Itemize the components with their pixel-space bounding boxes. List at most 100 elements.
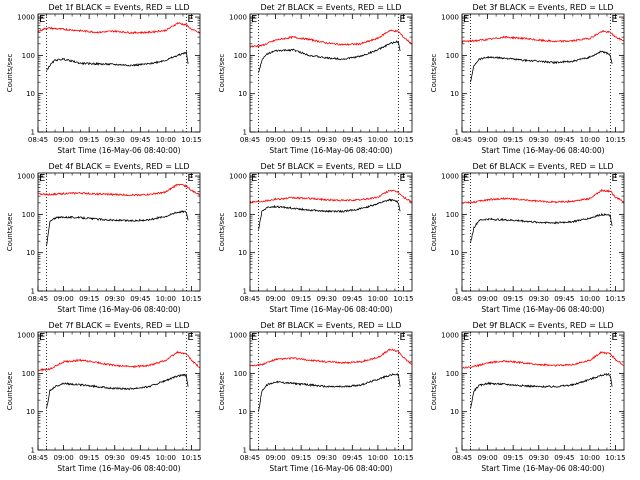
flag-label-left: E (251, 332, 257, 343)
y-tick-label: 10 (238, 249, 247, 257)
x-tick-label: 09:30 (105, 136, 125, 144)
y-tick-label: 100 (234, 370, 247, 378)
events-series-line (470, 212, 613, 243)
x-tick-label: 08:45 (452, 136, 472, 144)
x-tick-label: 10:00 (368, 136, 388, 144)
chart-det-5f: Det 5f BLACK = Events, RED = LLD Counts/s… (218, 162, 414, 314)
x-tick-label: 09:30 (529, 136, 549, 144)
y-tick-label: 10 (238, 90, 247, 98)
x-tick-label: 09:15 (291, 136, 311, 144)
x-tick-label: 09:00 (477, 454, 497, 462)
x-tick-label: 10:00 (580, 136, 600, 144)
chart-title: Det 7f BLACK = Events, RED = LLD (48, 321, 189, 330)
y-tick-label: 1000 (229, 14, 247, 22)
x-tick-label: 10:00 (368, 295, 388, 303)
chart-det-8f: Det 8f BLACK = Events, RED = LLD Counts/s… (218, 321, 414, 473)
x-tick-label: 10:00 (156, 454, 176, 462)
y-tick-label: 10 (26, 90, 35, 98)
lld-series-line (38, 21, 200, 35)
y-tick-label: 100 (22, 211, 35, 219)
plot-frame (249, 331, 413, 451)
y-tick-label: 100 (446, 52, 459, 60)
x-tick-label: 10:15 (393, 136, 413, 144)
x-tick-label: 09:30 (317, 454, 337, 462)
chart-det-1f: Det 1f BLACK = Events, RED = LLD Counts/s… (6, 3, 202, 155)
x-tick-label: 09:15 (503, 295, 523, 303)
y-tick-label: 1 (243, 129, 247, 137)
x-tick-label: 10:15 (181, 454, 201, 462)
x-tick-label: 08:45 (240, 454, 260, 462)
plot-frame (37, 331, 201, 451)
chart-title: Det 6f BLACK = Events, RED = LLD (472, 162, 613, 171)
x-tick-label: 10:15 (605, 454, 625, 462)
x-tick-label: 09:45 (342, 454, 362, 462)
x-tick-label: 09:45 (554, 454, 574, 462)
flag-label-right: E (611, 332, 617, 343)
x-tick-label: 09:30 (317, 295, 337, 303)
plot-frame (461, 172, 625, 292)
x-tick-label: 09:00 (265, 454, 285, 462)
y-tick-label: 1000 (441, 173, 459, 181)
y-axis-label: Counts/sec (430, 54, 438, 93)
x-tick-label: 08:45 (28, 136, 48, 144)
flag-label-left: E (39, 173, 45, 184)
x-tick-label: 10:15 (393, 454, 413, 462)
x-tick-label: 09:00 (265, 136, 285, 144)
y-axis-label: Counts/sec (430, 372, 438, 411)
x-tick-label: 10:15 (605, 136, 625, 144)
events-series-line (46, 50, 189, 71)
y-axis-label: Counts/sec (218, 213, 226, 252)
y-tick-label: 1 (31, 288, 35, 296)
x-tick-label: 08:45 (452, 454, 472, 462)
x-tick-label: 10:00 (580, 295, 600, 303)
chart-det-2f: Det 2f BLACK = Events, RED = LLD Counts/s… (218, 3, 414, 155)
flag-label-left: E (463, 14, 469, 25)
events-series-line (258, 40, 401, 73)
chart-title: Det 2f BLACK = Events, RED = LLD (260, 3, 401, 12)
chart-det-4f: Det 4f BLACK = Events, RED = LLD Counts/s… (6, 162, 202, 314)
y-axis-label: Counts/sec (6, 213, 14, 252)
lld-series-line (38, 183, 200, 197)
y-tick-label: 10 (238, 408, 247, 416)
lld-series-line (250, 29, 412, 48)
y-tick-label: 1000 (17, 14, 35, 22)
x-tick-label: 09:30 (317, 136, 337, 144)
y-tick-label: 1 (455, 288, 459, 296)
x-tick-label: 09:45 (130, 295, 150, 303)
chart-det-7f: Det 7f BLACK = Events, RED = LLD Counts/s… (6, 321, 202, 473)
x-axis-label: Start Time (16-May-06 08:40:00) (269, 464, 392, 473)
y-tick-label: 10 (450, 90, 459, 98)
events-series-line (258, 372, 401, 412)
x-tick-label: 10:15 (181, 136, 201, 144)
y-tick-label: 1000 (229, 173, 247, 181)
x-tick-label: 09:45 (130, 136, 150, 144)
x-tick-label: 08:45 (240, 136, 260, 144)
x-axis-label: Start Time (16-May-06 08:40:00) (57, 305, 180, 314)
events-series-line (258, 198, 401, 230)
flag-label-right: E (187, 173, 193, 184)
x-tick-label: 09:15 (79, 454, 99, 462)
x-axis-label: Start Time (16-May-06 08:40:00) (269, 146, 392, 155)
chart-title: Det 8f BLACK = Events, RED = LLD (260, 321, 401, 330)
y-tick-label: 1000 (17, 173, 35, 181)
x-tick-label: 08:45 (240, 295, 260, 303)
x-tick-label: 09:30 (105, 295, 125, 303)
x-axis-label: Start Time (16-May-06 08:40:00) (57, 464, 180, 473)
x-axis-label: Start Time (16-May-06 08:40:00) (481, 464, 604, 473)
y-tick-label: 1000 (17, 332, 35, 340)
y-axis-label: Counts/sec (218, 372, 226, 411)
x-axis-label: Start Time (16-May-06 08:40:00) (481, 146, 604, 155)
x-tick-label: 09:00 (53, 454, 73, 462)
lld-series-line (462, 30, 624, 44)
x-tick-label: 10:00 (368, 454, 388, 462)
y-tick-label: 1 (31, 447, 35, 455)
x-tick-label: 09:00 (477, 295, 497, 303)
y-tick-label: 100 (22, 52, 35, 60)
x-tick-label: 09:30 (105, 454, 125, 462)
x-tick-label: 09:30 (529, 454, 549, 462)
y-tick-label: 1 (243, 288, 247, 296)
x-tick-label: 09:45 (554, 136, 574, 144)
y-tick-label: 100 (446, 211, 459, 219)
flag-label-right: E (399, 332, 405, 343)
